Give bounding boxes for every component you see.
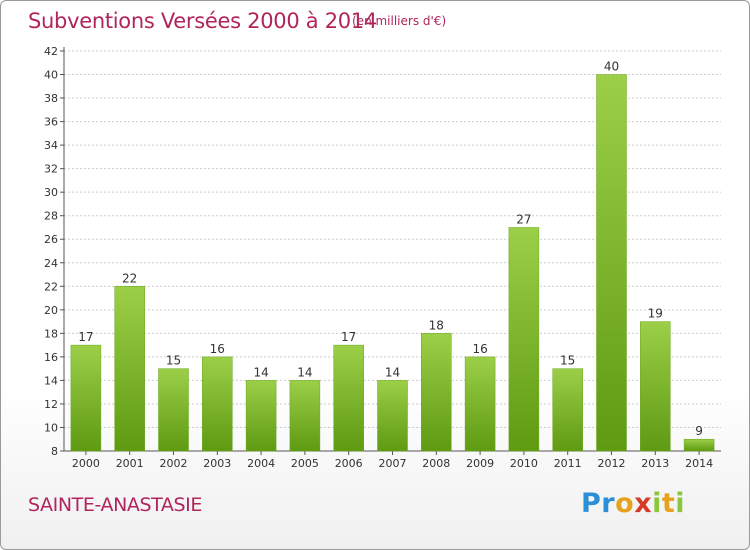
y-tick-label: 36	[44, 116, 58, 129]
y-tick-label: 10	[44, 421, 58, 434]
y-tick-label: 8	[51, 445, 58, 458]
y-tick-label: 38	[44, 92, 58, 105]
x-tick-label-2014: 2014	[685, 457, 713, 470]
y-tick-label: 30	[44, 186, 58, 199]
x-tick-label-2003: 2003	[203, 457, 231, 470]
y-tick-label: 12	[44, 398, 58, 411]
bar-2011	[552, 368, 583, 452]
x-tick-label-2005: 2005	[291, 457, 319, 470]
town-name: SAINTE-ANASTASIE	[28, 494, 202, 516]
y-tick-label: 40	[44, 69, 58, 82]
chart-title: Subventions Versées 2000 à 2014	[28, 9, 377, 33]
value-label-2014: 9	[695, 424, 703, 438]
value-label-2002: 15	[166, 354, 181, 368]
bar-2004	[245, 380, 277, 452]
bar-2001	[114, 286, 145, 452]
bar-2009	[464, 356, 496, 452]
y-tick-label: 18	[44, 327, 58, 340]
y-tick-label: 34	[44, 139, 58, 152]
y-tick-label: 26	[44, 233, 58, 246]
x-tick-label-2010: 2010	[510, 457, 538, 470]
bar-2013	[640, 321, 671, 452]
data-labels: 17 22 15 16 14 14 17 14 18 16 27 15 40 19 9	[78, 60, 703, 439]
bar-2014	[683, 438, 715, 452]
y-tick-label: 24	[44, 257, 58, 270]
x-tick-label-2009: 2009	[466, 457, 494, 470]
value-label-2009: 16	[472, 342, 487, 356]
y-tick-label: 28	[44, 210, 58, 223]
y-tick-label: 32	[44, 163, 58, 176]
y-tick-label: 22	[44, 280, 58, 293]
x-tick-label-2000: 2000	[72, 457, 100, 470]
value-label-2003: 16	[210, 342, 225, 356]
value-label-2000: 17	[78, 330, 93, 344]
bars	[70, 74, 715, 452]
value-label-2010: 27	[516, 212, 531, 226]
x-tick-label-2011: 2011	[554, 457, 582, 470]
chart-unit-note: (en milliers d'€)	[352, 14, 447, 28]
x-tick-label-2013: 2013	[641, 457, 669, 470]
value-label-2005: 14	[297, 365, 312, 379]
x-tick-label-2008: 2008	[422, 457, 450, 470]
bar-2000	[70, 344, 102, 452]
x-tick-label-2002: 2002	[160, 457, 188, 470]
bar-chart: 8 10 12 14 16 18 20 22 24 26 28 30 32 34 36 38 40 42 2000 2…	[44, 45, 721, 470]
y-tick-label: 16	[44, 351, 58, 364]
bar-2006	[333, 344, 364, 452]
bar-2007	[377, 380, 408, 452]
bar-2008	[421, 333, 452, 452]
value-label-2007: 14	[385, 365, 400, 379]
value-label-2001: 22	[122, 271, 137, 285]
y-tick-label: 42	[44, 45, 58, 58]
proxiti-logo: Proxiti	[581, 488, 686, 519]
x-tick-label-2006: 2006	[335, 457, 363, 470]
x-tick-label-2004: 2004	[247, 457, 275, 470]
bar-2010	[508, 227, 540, 452]
bar-2003	[202, 356, 233, 452]
value-label-2008: 18	[429, 318, 444, 332]
value-label-2006: 17	[341, 330, 356, 344]
y-tick-label: 20	[44, 304, 58, 317]
x-tick-label-2007: 2007	[379, 457, 407, 470]
bar-2002	[158, 368, 189, 452]
bar-2005	[289, 380, 321, 452]
y-tick-label: 14	[44, 374, 58, 387]
x-tick-label-2001: 2001	[116, 457, 144, 470]
bar-2012	[596, 74, 627, 452]
value-label-2011: 15	[560, 354, 575, 368]
x-tick-label-2012: 2012	[598, 457, 626, 470]
value-label-2012: 40	[604, 60, 619, 74]
value-label-2013: 19	[648, 307, 663, 321]
value-label-2004: 14	[253, 365, 268, 379]
